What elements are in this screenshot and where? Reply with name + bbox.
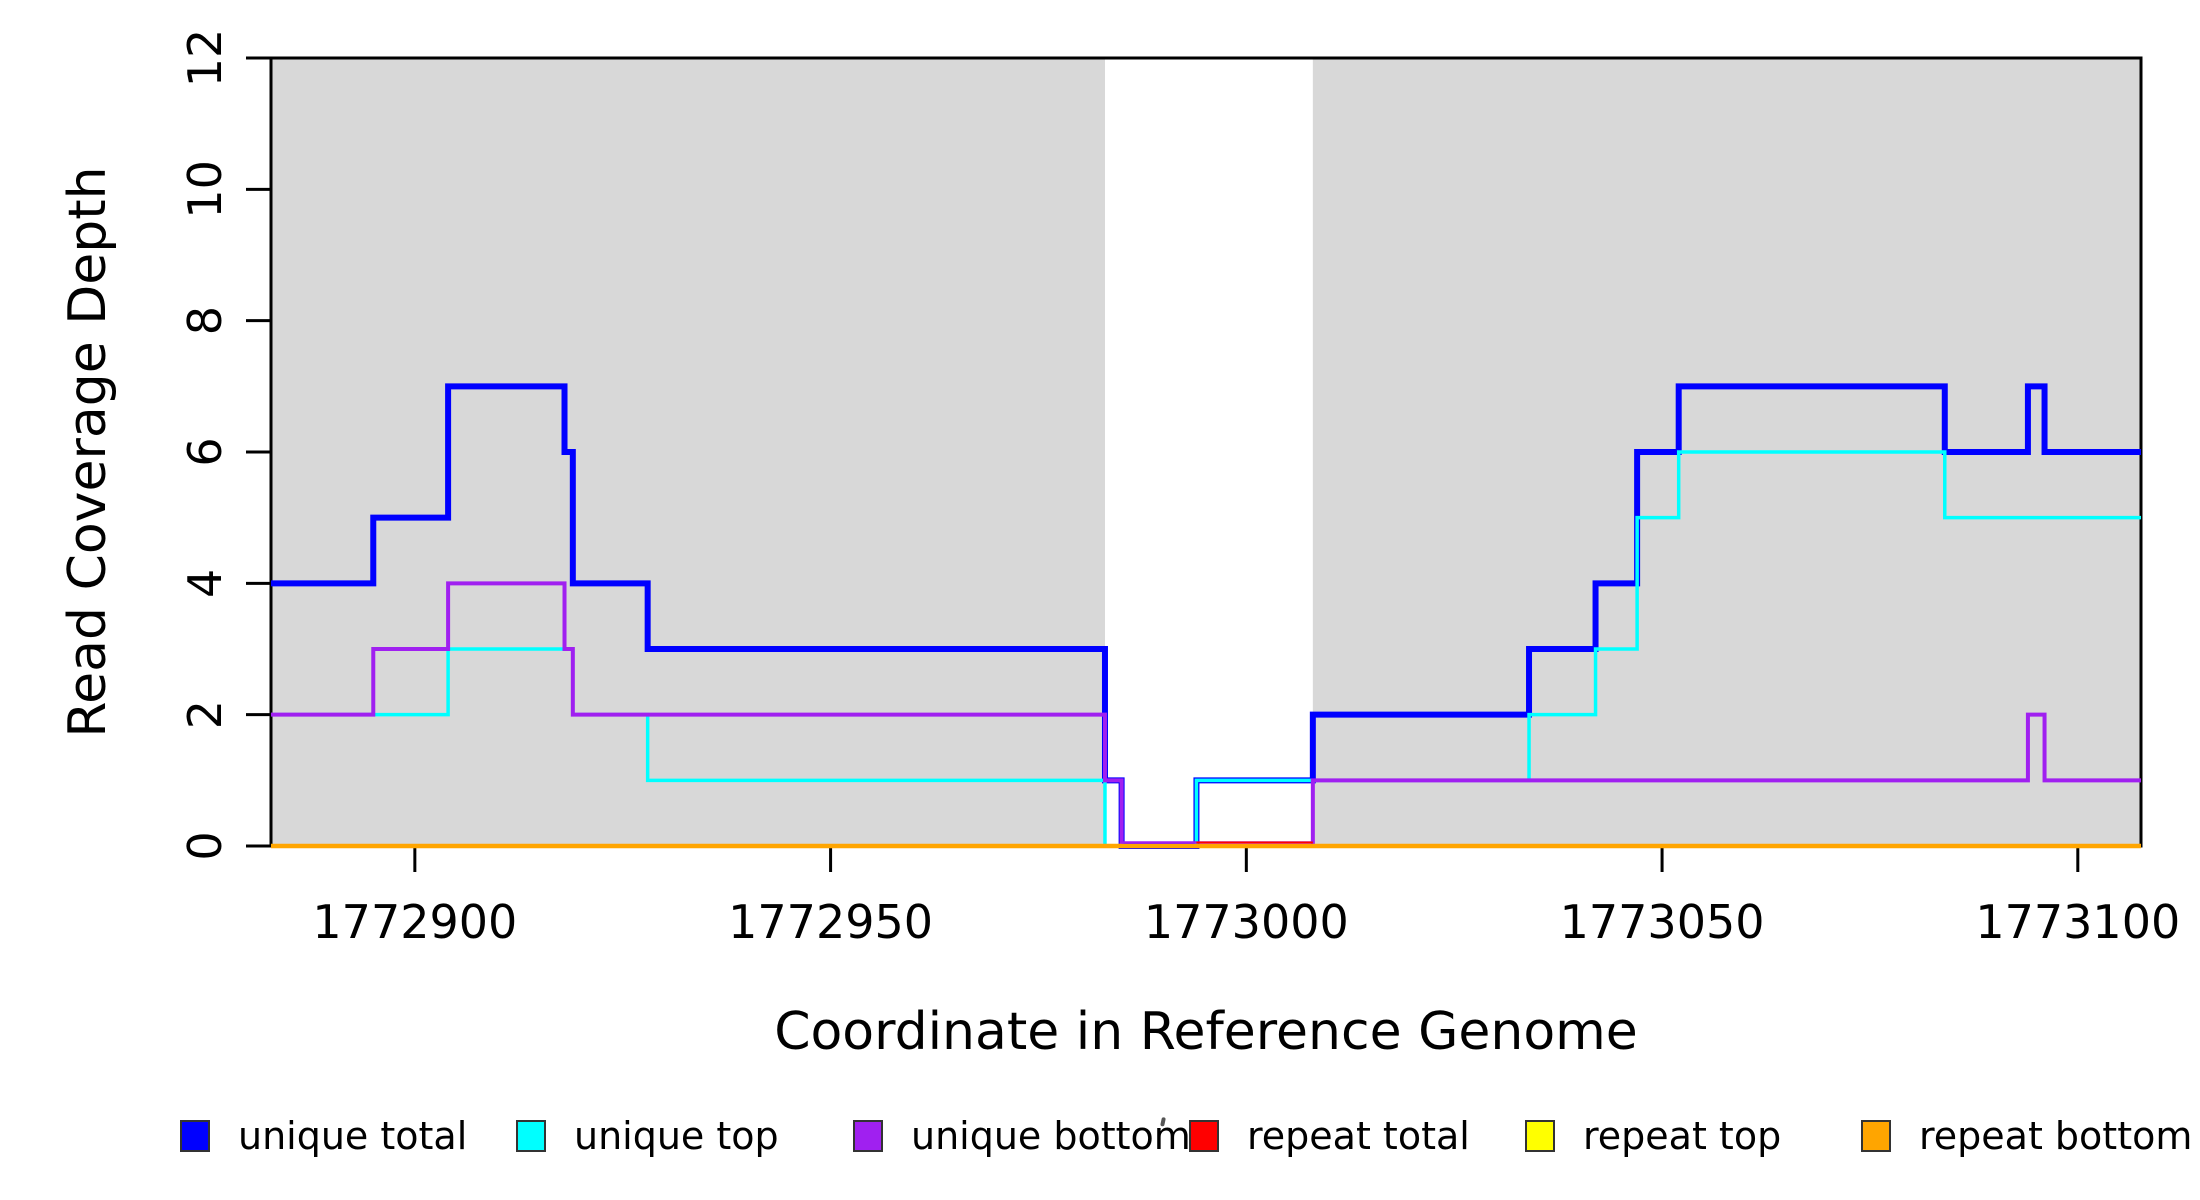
x-axis-title: Coordinate in Reference Genome xyxy=(774,1002,1638,1062)
y-tick-label: 8 xyxy=(178,306,232,335)
y-tick-label: 12 xyxy=(178,29,232,88)
y-tick-label: 10 xyxy=(178,160,232,219)
x-tick-label: 1773050 xyxy=(1560,895,1765,949)
y-tick-label: 6 xyxy=(178,437,232,466)
y-tick-label: 4 xyxy=(178,569,232,598)
y-tick-label: 2 xyxy=(178,700,232,729)
series-unique-bottom xyxy=(271,581,2141,848)
shaded-region-1 xyxy=(271,59,1105,845)
stray-mark xyxy=(1160,1117,1166,1127)
x-tick-label: 1772950 xyxy=(728,895,933,949)
y-tick-label: 0 xyxy=(178,831,232,860)
x-tick-label: 1773000 xyxy=(1144,895,1349,949)
x-tick-label: 1773100 xyxy=(1975,895,2180,949)
x-tick-label: 1772900 xyxy=(312,895,517,949)
y-axis-title: Read Coverage Depth xyxy=(58,166,118,738)
